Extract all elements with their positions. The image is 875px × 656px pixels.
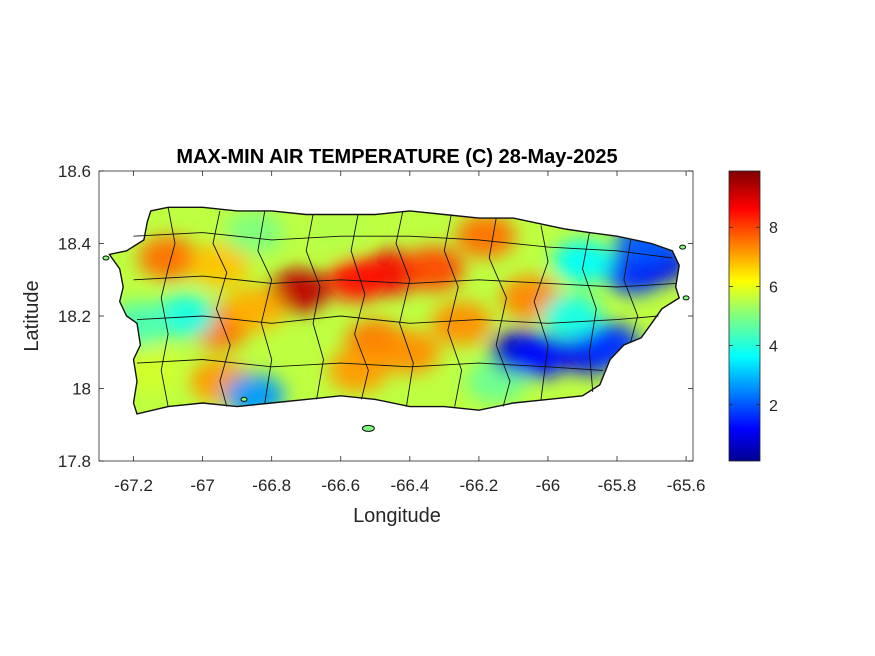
colorbar-ticks: 2 4 6 8 [729,220,778,415]
x-tick-label: -66.2 [460,476,499,495]
municipality-boundary-7 [488,218,511,407]
municipality-boundary-9 [582,232,597,393]
municipality-boundary-13 [136,315,659,324]
municipality-boundaries [133,207,676,407]
hotspot-2 [328,257,388,302]
municipality-boundary-5 [395,210,414,407]
temperature-field [109,207,680,414]
coastline [108,206,681,415]
municipality-boundary-8 [533,225,549,400]
hotspot-3 [404,246,464,291]
municipality-boundary-6 [443,214,463,407]
municipality-boundary-3 [305,214,324,400]
y-axis: 17.8 18 18.2 18.4 18.6 [58,162,693,471]
x-tick-label: -66.8 [252,476,291,495]
municipality-boundary-11 [133,232,673,259]
x-tick-label: -66 [536,476,561,495]
islet-1 [102,255,110,261]
x-tick-label: -66.6 [321,476,360,495]
y-tick-label: 18.6 [58,162,91,181]
x-tick-label: -67 [190,476,215,495]
y-tick-label: 17.8 [58,452,91,471]
hotspot-28 [552,239,613,284]
municipality-boundary-0 [160,207,176,407]
hotspot-6 [328,348,388,393]
colorbar-tick-label: 8 [769,220,778,237]
x-axis-label: Longitude [353,505,441,527]
colorbar-tick-label: 2 [769,398,778,415]
x-tick-label: -66.4 [390,476,429,495]
municipality-boundary-4 [350,214,369,400]
islet-2 [682,295,690,301]
hotspot-17 [303,207,364,251]
hotspot-0 [269,268,330,313]
hotspot-29 [542,294,603,338]
colorbar-tick-label: 6 [769,279,778,296]
municipality-boundary-12 [133,275,676,288]
y-tick-label: 18 [72,380,91,399]
islet-0 [361,424,375,432]
x-tick-label: -65.6 [667,476,706,495]
hotspot-16 [224,210,285,255]
chart-title: MAX-MIN AIR TEMPERATURE (C) 28-May-2025 [176,146,617,168]
x-tick-label: -65.8 [598,476,637,495]
colorbar [728,170,761,462]
islets [102,244,690,432]
islet-3 [679,244,687,250]
y-axis-label: Latitude [21,280,43,351]
y-tick-label: 18.2 [58,307,91,326]
x-axis: -67.2 -67 -66.8 -66.6 -66.4 -66.2 -66 -65.8 -65.… [114,171,705,495]
municipality-boundary-14 [136,359,604,371]
y-tick-label: 18.4 [58,235,91,254]
hotspot-18 [155,294,216,338]
colorbar-tick-label: 4 [769,339,778,356]
islet-4 [240,396,248,402]
hotspot-13 [224,286,285,331]
municipality-boundary-1 [212,210,231,407]
municipality-boundary-10 [623,239,639,342]
hotspot-8 [455,214,516,259]
hotspot-7 [431,301,492,346]
hotspot-10 [138,236,199,280]
x-tick-label: -67.2 [114,476,153,495]
